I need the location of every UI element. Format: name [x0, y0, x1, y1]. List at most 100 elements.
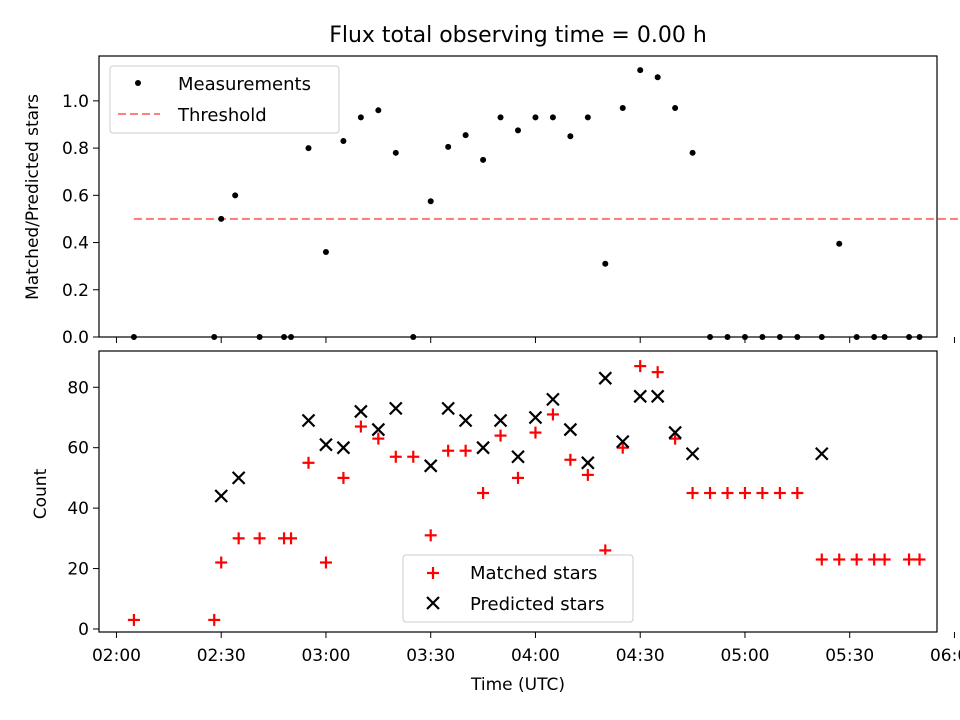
matched-star-point	[651, 366, 664, 379]
measurement-point	[567, 133, 574, 140]
legend-predicted-marker	[426, 596, 440, 610]
measurement-point	[427, 198, 434, 205]
bottom-x-tick-label: 02:30	[197, 646, 246, 666]
matched-star-point	[581, 468, 594, 481]
measurement-point	[549, 114, 556, 121]
predicted-star-point	[528, 410, 543, 425]
predicted-star-point	[581, 456, 595, 470]
top-y-tick-label: 0.6	[62, 186, 89, 206]
measurement-point	[322, 248, 329, 255]
bottom-y-tick-label: 60	[67, 439, 89, 459]
matched-star-point	[208, 613, 221, 626]
top-y-axis-label: Matched/Predicted stars	[23, 94, 43, 300]
predicted-star-point	[389, 401, 403, 416]
predicted-star-point	[231, 471, 246, 485]
predicted-star-point	[685, 446, 700, 461]
matched-star-point	[477, 487, 490, 500]
measurement-point	[584, 114, 591, 121]
bottom-y-tick-label: 0	[78, 620, 89, 640]
measurement-point	[232, 192, 239, 199]
bottom-y-axis-label: Count	[31, 468, 51, 519]
top-legend-box	[109, 65, 340, 134]
predicted-star-point	[493, 413, 508, 428]
bottom-x-tick-label: 05:30	[825, 646, 874, 666]
matched-star-point	[616, 441, 629, 454]
predicted-star-point	[650, 389, 665, 404]
top-y-tick-label: 0.8	[62, 139, 89, 159]
legend-matched-label: Matched stars	[470, 563, 597, 584]
predicted-star-point	[511, 449, 525, 464]
bottom-legend-box	[402, 554, 634, 623]
bottom-y-ticks: 0 20 40 60 80	[67, 378, 99, 640]
bottom-y-tick-label: 20	[67, 560, 89, 580]
legend-measurements-marker	[135, 80, 141, 86]
bottom-y-tick-label: 80	[67, 378, 89, 398]
predicted-star-point	[615, 434, 630, 449]
matched-star-point	[302, 456, 315, 469]
measurement-point	[357, 114, 364, 121]
matched-star-point	[564, 453, 577, 466]
measurement-point	[637, 67, 644, 74]
bottom-legend: Matched stars Predicted stars	[402, 554, 634, 623]
chart-title: Flux total observing time = 0.00 h	[329, 23, 707, 48]
matched-star-point	[903, 553, 916, 566]
predicted-star-point	[301, 413, 316, 428]
legend-measurements-label: Measurements	[178, 74, 311, 95]
predicted-star-point	[214, 489, 228, 503]
predicted-star-point	[633, 389, 647, 404]
bottom-y-tick-label: 40	[67, 499, 89, 519]
measurement-point	[392, 149, 399, 156]
matched-star-point	[407, 450, 420, 463]
predicted-star-point	[546, 392, 560, 407]
matched-star-point	[850, 553, 863, 566]
matched-star-point	[634, 360, 647, 373]
legend-matched-marker	[427, 567, 439, 579]
matched-star-point	[756, 487, 769, 500]
predicted-star-point	[668, 425, 682, 440]
measurement-point	[445, 143, 452, 150]
measurement-point	[602, 260, 609, 267]
measurement-point	[462, 132, 469, 139]
matched-star-point	[424, 529, 437, 542]
matched-star-point	[372, 432, 385, 445]
predicted-star-point	[441, 401, 455, 416]
top-y-tick-label: 0.0	[62, 328, 89, 348]
matched-star-point	[669, 432, 682, 445]
matched-star-point	[232, 532, 245, 545]
matched-star-point	[686, 487, 699, 500]
matched-star-point	[868, 553, 881, 566]
matched-star-point	[704, 487, 717, 500]
matched-star-point	[833, 553, 846, 566]
measurement-point	[515, 127, 521, 134]
bottom-x-tick-label: 02:00	[92, 646, 141, 666]
bottom-x-tick-label: 05:00	[720, 646, 769, 666]
matched-star-point	[815, 553, 828, 566]
bottom-marks	[127, 360, 926, 626]
measurement-point	[497, 114, 504, 121]
measurement-point	[340, 138, 347, 145]
top-x-ticks	[115, 337, 955, 343]
matched-star-point	[442, 444, 455, 457]
matched-star-point	[773, 487, 786, 500]
measurement-point	[672, 104, 679, 111]
matched-star-point	[791, 487, 804, 500]
top-legend: Measurements Threshold	[109, 65, 340, 134]
bottom-x-tick-label: 04:30	[616, 646, 665, 666]
measurement-point	[532, 114, 539, 121]
matched-star-point	[599, 544, 612, 557]
measurement-point	[375, 107, 382, 114]
measurement-point	[619, 104, 626, 111]
matched-star-point	[721, 487, 734, 500]
matched-star-point	[285, 532, 298, 545]
matched-star-point	[127, 613, 140, 626]
bottom-x-tick-label: 03:30	[406, 646, 455, 666]
measurement-point	[218, 215, 225, 222]
measurement-point	[836, 240, 843, 247]
bottom-x-tick-label: 03:00	[301, 646, 350, 666]
matched-star-point	[546, 408, 559, 421]
bottom-x-tick-label: 06:00	[930, 646, 960, 666]
top-panel: 0.0 0.2 0.4 0.6 0.8 1.0 Matched/Predicted sta…	[23, 55, 960, 348]
top-marks	[130, 67, 960, 340]
top-y-tick-label: 0.2	[62, 281, 89, 301]
predicted-star-point	[476, 440, 490, 455]
